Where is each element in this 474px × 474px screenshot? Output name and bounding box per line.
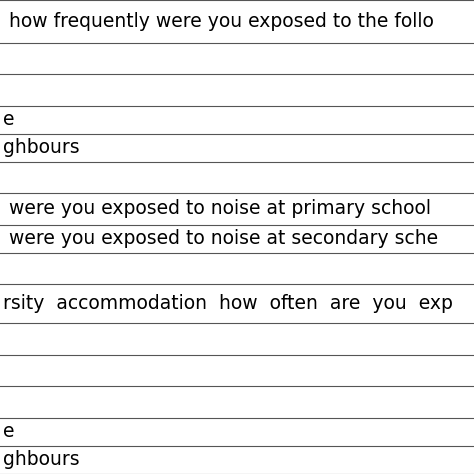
Text: e: e <box>3 422 15 441</box>
Text: were you exposed to noise at secondary schе: were you exposed to noise at secondary s… <box>3 229 438 248</box>
Text: were you exposed to noise at primary school: were you exposed to noise at primary sch… <box>3 200 431 219</box>
Text: ghbours: ghbours <box>3 138 80 157</box>
Text: how frequently were you exposed to the follo: how frequently were you exposed to the f… <box>3 12 434 31</box>
Text: rsity  accommodation  how  often  are  you  exp: rsity accommodation how often are you ex… <box>3 294 453 313</box>
Text: ghbours: ghbours <box>3 450 80 469</box>
Text: e: e <box>3 110 15 129</box>
